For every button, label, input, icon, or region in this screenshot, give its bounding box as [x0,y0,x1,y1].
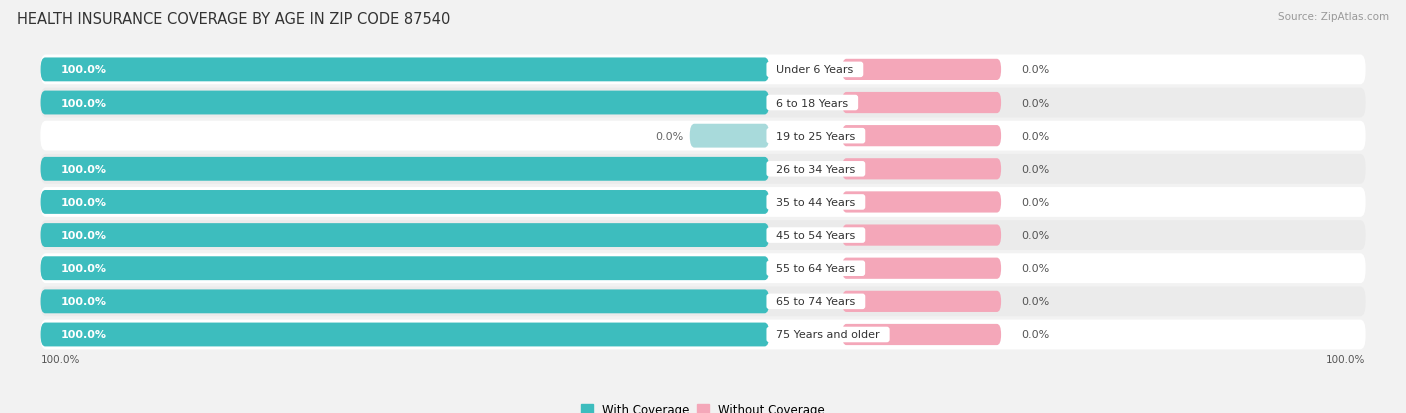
Text: 0.0%: 0.0% [1021,164,1049,174]
FancyBboxPatch shape [41,188,1365,217]
Text: 19 to 25 Years: 19 to 25 Years [769,131,862,141]
Text: 0.0%: 0.0% [1021,98,1049,108]
Text: 0.0%: 0.0% [655,131,683,141]
Text: 65 to 74 Years: 65 to 74 Years [769,297,862,306]
Text: 100.0%: 100.0% [60,297,107,306]
FancyBboxPatch shape [842,93,1001,114]
Text: 100.0%: 100.0% [60,98,107,108]
Text: 100.0%: 100.0% [60,330,107,339]
FancyBboxPatch shape [41,121,1365,151]
Text: 100.0%: 100.0% [1326,354,1365,364]
FancyBboxPatch shape [41,323,769,347]
FancyBboxPatch shape [41,320,1365,349]
FancyBboxPatch shape [842,192,1001,213]
Text: 100.0%: 100.0% [60,65,107,75]
FancyBboxPatch shape [41,88,1365,118]
FancyBboxPatch shape [842,126,1001,147]
FancyBboxPatch shape [41,58,769,82]
Text: Source: ZipAtlas.com: Source: ZipAtlas.com [1278,12,1389,22]
FancyBboxPatch shape [41,55,1365,85]
Text: 100.0%: 100.0% [60,263,107,273]
FancyBboxPatch shape [41,287,1365,316]
Text: 35 to 44 Years: 35 to 44 Years [769,197,862,207]
Legend: With Coverage, Without Coverage: With Coverage, Without Coverage [581,403,825,413]
FancyBboxPatch shape [41,254,1365,283]
FancyBboxPatch shape [690,124,769,148]
Text: 0.0%: 0.0% [1021,131,1049,141]
Text: 26 to 34 Years: 26 to 34 Years [769,164,862,174]
Text: 0.0%: 0.0% [1021,197,1049,207]
FancyBboxPatch shape [41,223,769,247]
Text: 0.0%: 0.0% [1021,65,1049,75]
Text: 100.0%: 100.0% [60,230,107,240]
Text: 0.0%: 0.0% [1021,297,1049,306]
Text: 100.0%: 100.0% [60,197,107,207]
Text: 0.0%: 0.0% [1021,330,1049,339]
Text: 55 to 64 Years: 55 to 64 Years [769,263,862,273]
Text: 0.0%: 0.0% [1021,263,1049,273]
Text: HEALTH INSURANCE COVERAGE BY AGE IN ZIP CODE 87540: HEALTH INSURANCE COVERAGE BY AGE IN ZIP … [17,12,450,27]
FancyBboxPatch shape [41,290,769,313]
FancyBboxPatch shape [41,256,769,280]
Text: 0.0%: 0.0% [1021,230,1049,240]
Text: 100.0%: 100.0% [41,354,80,364]
Text: Under 6 Years: Under 6 Years [769,65,860,75]
FancyBboxPatch shape [41,157,769,181]
Text: 100.0%: 100.0% [60,164,107,174]
FancyBboxPatch shape [41,91,769,115]
FancyBboxPatch shape [842,258,1001,279]
FancyBboxPatch shape [41,221,1365,250]
FancyBboxPatch shape [842,324,1001,345]
FancyBboxPatch shape [842,291,1001,312]
Text: 75 Years and older: 75 Years and older [769,330,887,339]
FancyBboxPatch shape [842,159,1001,180]
FancyBboxPatch shape [842,225,1001,246]
Text: 45 to 54 Years: 45 to 54 Years [769,230,862,240]
FancyBboxPatch shape [41,154,1365,184]
FancyBboxPatch shape [41,190,769,214]
FancyBboxPatch shape [842,59,1001,81]
Text: 6 to 18 Years: 6 to 18 Years [769,98,855,108]
